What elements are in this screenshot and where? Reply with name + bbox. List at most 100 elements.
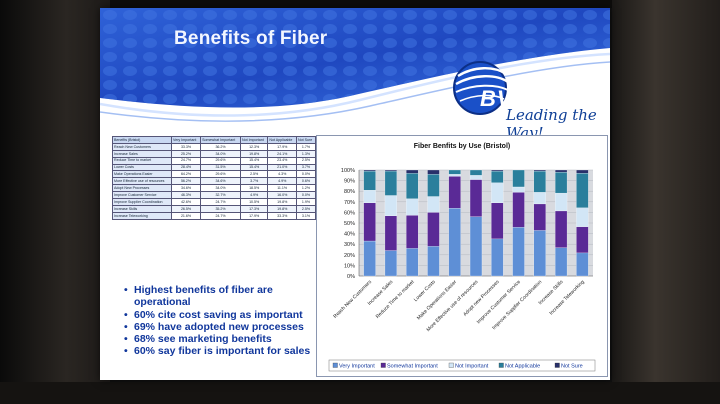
table-cell: 15.4% (239, 163, 269, 172)
slide-title: Benefits of Fiber (174, 28, 328, 49)
right-curtain (612, 0, 720, 404)
bullet-item: • 60% say fiber is important for sales (122, 345, 312, 357)
bar-segment (555, 247, 568, 277)
y-tick-label: 60% (344, 210, 355, 216)
legend-swatch (332, 362, 338, 368)
row-label: Reduce Time to market (112, 156, 172, 165)
bar-segment (427, 212, 440, 247)
y-tick-label: 20% (344, 253, 355, 259)
table-cell: 23.4% (267, 156, 298, 165)
legend-label: Not Sure (561, 364, 583, 370)
row-label: Lower Costs (112, 163, 172, 172)
bar-segment (469, 169, 483, 176)
bar-segment (469, 175, 483, 180)
table-cell: 34.6% (200, 177, 241, 186)
legend-swatch (498, 362, 504, 368)
bar-segment (533, 192, 546, 205)
table-body: Reach New Customers 33.3% 36.2% 12.3% 17.9% 1… (112, 142, 316, 220)
table-cell: 25.2% (170, 149, 202, 158)
table-cell: 24.7% (200, 211, 241, 220)
bvu-logo: BVU (440, 58, 610, 128)
table-cell: 4.3% (267, 170, 298, 179)
table-cell: 28.4% (170, 163, 202, 172)
table-header-row: Benefits (Bristol) Very Important Somewhat… (112, 136, 316, 144)
bar-segment (533, 170, 546, 193)
row-label: Make Operations Easier (112, 170, 172, 179)
table-cell: 0.0% (296, 191, 316, 200)
bar-segment (427, 246, 440, 277)
benefits-table: Benefits (Bristol) Very Important Somewhat… (112, 136, 316, 220)
bar-segment (448, 174, 461, 177)
table-cell: 11.1% (267, 184, 298, 193)
bar-segment (406, 215, 419, 249)
table-cell: 26.5% (170, 204, 202, 213)
table-cell: 1.9% (296, 198, 316, 206)
table-cell: 18.5% (239, 184, 269, 193)
table-cell: 32.7% (200, 191, 241, 200)
bullet-list: • Highest benefits of fiber are operation… (122, 284, 312, 358)
bar-segment (363, 202, 376, 242)
y-tick-label: 70% (344, 200, 355, 206)
bar-segment (533, 169, 546, 172)
bar-segment (555, 210, 568, 248)
table-cell: 21.0% (267, 163, 298, 172)
legend-box (328, 359, 596, 372)
table-header-cell: Not Applicable (267, 136, 298, 144)
table-row: Adopt New Processes 34.6% 34.0% 18.5% 11.1% 1… (112, 184, 316, 193)
table-cell: 35.2% (200, 204, 241, 213)
bar-segment (512, 169, 525, 188)
table-row: Lower Costs 28.4% 31.5% 15.4% 21.0% 3.7% (112, 163, 316, 172)
table-cell: 1.7% (296, 142, 316, 151)
row-label: Adopt New Processes (112, 184, 172, 193)
bar-segment (576, 169, 589, 174)
bar-segment (406, 248, 419, 277)
table-cell: 24.7% (170, 156, 202, 165)
x-tick-label: Reduce Time to market (375, 279, 416, 320)
table-cell: 17.9% (267, 142, 298, 151)
bar-segment (491, 170, 504, 183)
bar-segment (576, 207, 589, 227)
y-tick-label: 40% (344, 232, 355, 238)
bar-segment (512, 192, 525, 228)
x-tick-label: Make Operations Easier (416, 279, 458, 321)
bar-segment (363, 169, 376, 172)
table-cell: 36.2% (200, 142, 241, 151)
bar-segment (363, 170, 376, 191)
table-cell: 34.6% (170, 184, 202, 193)
table-cell: 56.2% (170, 177, 202, 186)
table-cell: 46.3% (170, 191, 202, 200)
bar-segment (448, 176, 461, 209)
row-label: Increase Skills (112, 204, 172, 213)
bar-segment (576, 252, 589, 277)
legend-label: Very Important (339, 364, 375, 370)
logo-text: BVU (480, 86, 530, 111)
y-tick-label: 80% (344, 189, 355, 195)
legend-label: Somewhat Important (387, 364, 438, 370)
bullet-text: 68% see marketing benefits (134, 333, 272, 346)
row-label: More Effective use of resources (112, 177, 172, 186)
table-cell: 19.8% (267, 198, 298, 206)
bar-segment (384, 170, 397, 196)
y-tick-label: 100% (341, 168, 355, 174)
table-row: Improve Supplier Coordination 42.6% 24.7% 1… (112, 198, 316, 206)
row-label: Improve Customer Service (112, 191, 172, 200)
table-cell: 0.6% (296, 177, 316, 186)
room-floor (0, 382, 720, 404)
bar-segment (555, 169, 568, 173)
table-row: Reach New Customers 33.3% 36.2% 12.3% 17.9% 1… (112, 142, 316, 151)
left-curtain (0, 0, 110, 404)
table-cell: 21.6% (170, 211, 202, 220)
table-cell: 2.5% (296, 204, 316, 213)
table-header-cell: Somewhat Important (200, 136, 241, 144)
table-header-cell: Not Sure (296, 136, 316, 144)
table-cell: 34.0% (200, 184, 241, 193)
bar-segment (491, 182, 504, 203)
table-row: Make Operations Easier 64.2% 29.6% 2.5% 4.3%… (112, 170, 316, 179)
table-row: Increase Sales 25.2% 34.0% 19.8% 24.1% 1.3% (112, 149, 316, 158)
bullet-item: • 68% see marketing benefits (122, 333, 312, 345)
bar-segment (384, 250, 397, 277)
table-cell: 24.7% (200, 198, 241, 206)
bullet-text: Highest benefits of fiber are operationa… (134, 284, 273, 309)
table-cell: 16.0% (267, 191, 298, 200)
legend-swatch (554, 362, 560, 368)
